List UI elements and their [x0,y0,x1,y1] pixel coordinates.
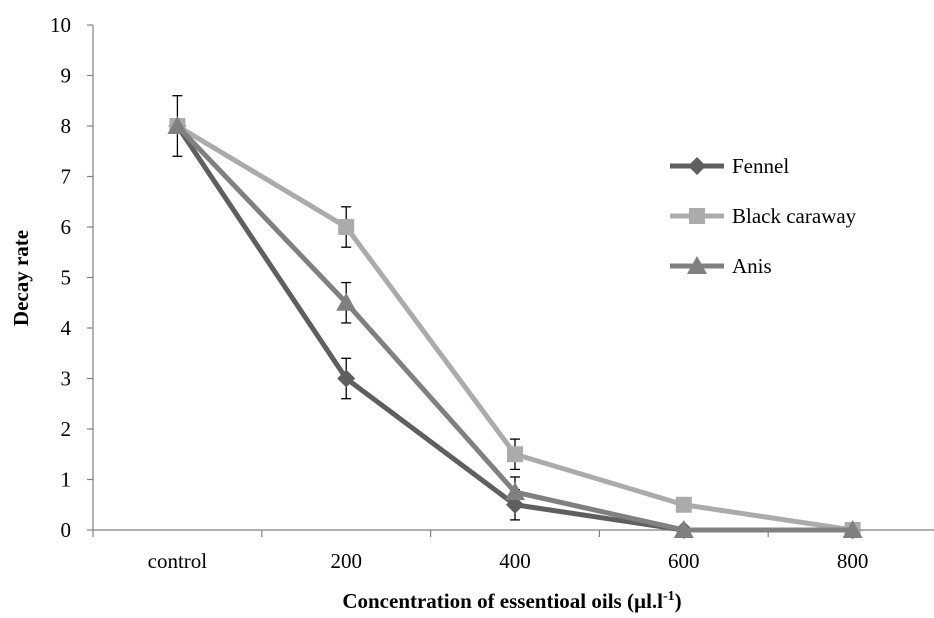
series-layer [167,116,863,539]
axes: 0 1 2 3 4 5 6 7 8 9 10 control 200 400 600 800 [50,13,934,573]
legend: Fennel Black caraway Anis [670,154,857,278]
y-tick-label: 6 [61,215,72,239]
x-tick-label: 400 [499,549,531,573]
data-point [507,446,523,463]
y-tick-label: 0 [61,518,72,542]
legend-marker [689,208,705,224]
y-tick-label: 8 [61,114,72,138]
x-tick-label: 600 [668,549,700,573]
y-tick-label: 7 [61,165,72,189]
legend-item: Fennel [670,154,789,178]
x-tick-label: control [148,549,208,573]
legend-item: Black caraway [670,204,857,228]
y-tick-label: 1 [61,468,72,492]
data-point [336,292,357,311]
series-black-caraway [169,118,861,538]
x-tick-label: 200 [330,549,362,573]
legend-label: Black caraway [732,204,857,228]
data-point [675,496,692,513]
x-tick-label: 800 [837,549,869,573]
y-tick-label: 4 [61,316,72,340]
y-tick-label: 5 [61,266,72,290]
legend-item: Anis [670,254,772,278]
x-axis-title-suffix: ) [675,589,682,613]
data-point [505,482,525,501]
data-point [338,219,355,235]
data-point [842,520,863,538]
legend-label: Fennel [732,154,789,178]
data-point [506,495,524,514]
x-axis-title-sup: -1 [663,589,675,604]
y-tick-label: 3 [61,367,72,391]
legend-marker [688,157,706,175]
x-axis-title: Concentration of essentioal oils (µl.l-1… [342,589,681,613]
x-axis-title-text: Concentration of essentioal oils (µl.l [342,589,663,613]
legend-label: Anis [732,254,772,278]
y-axis-title: Decay rate [9,230,33,326]
series-anis [167,116,863,538]
y-tick-label: 2 [61,417,72,441]
y-tick-label: 10 [50,13,71,37]
legend-marker [687,256,707,274]
y-tick-label: 9 [61,64,72,88]
data-point [337,369,356,388]
data-point [673,520,694,538]
data-point [167,116,188,134]
